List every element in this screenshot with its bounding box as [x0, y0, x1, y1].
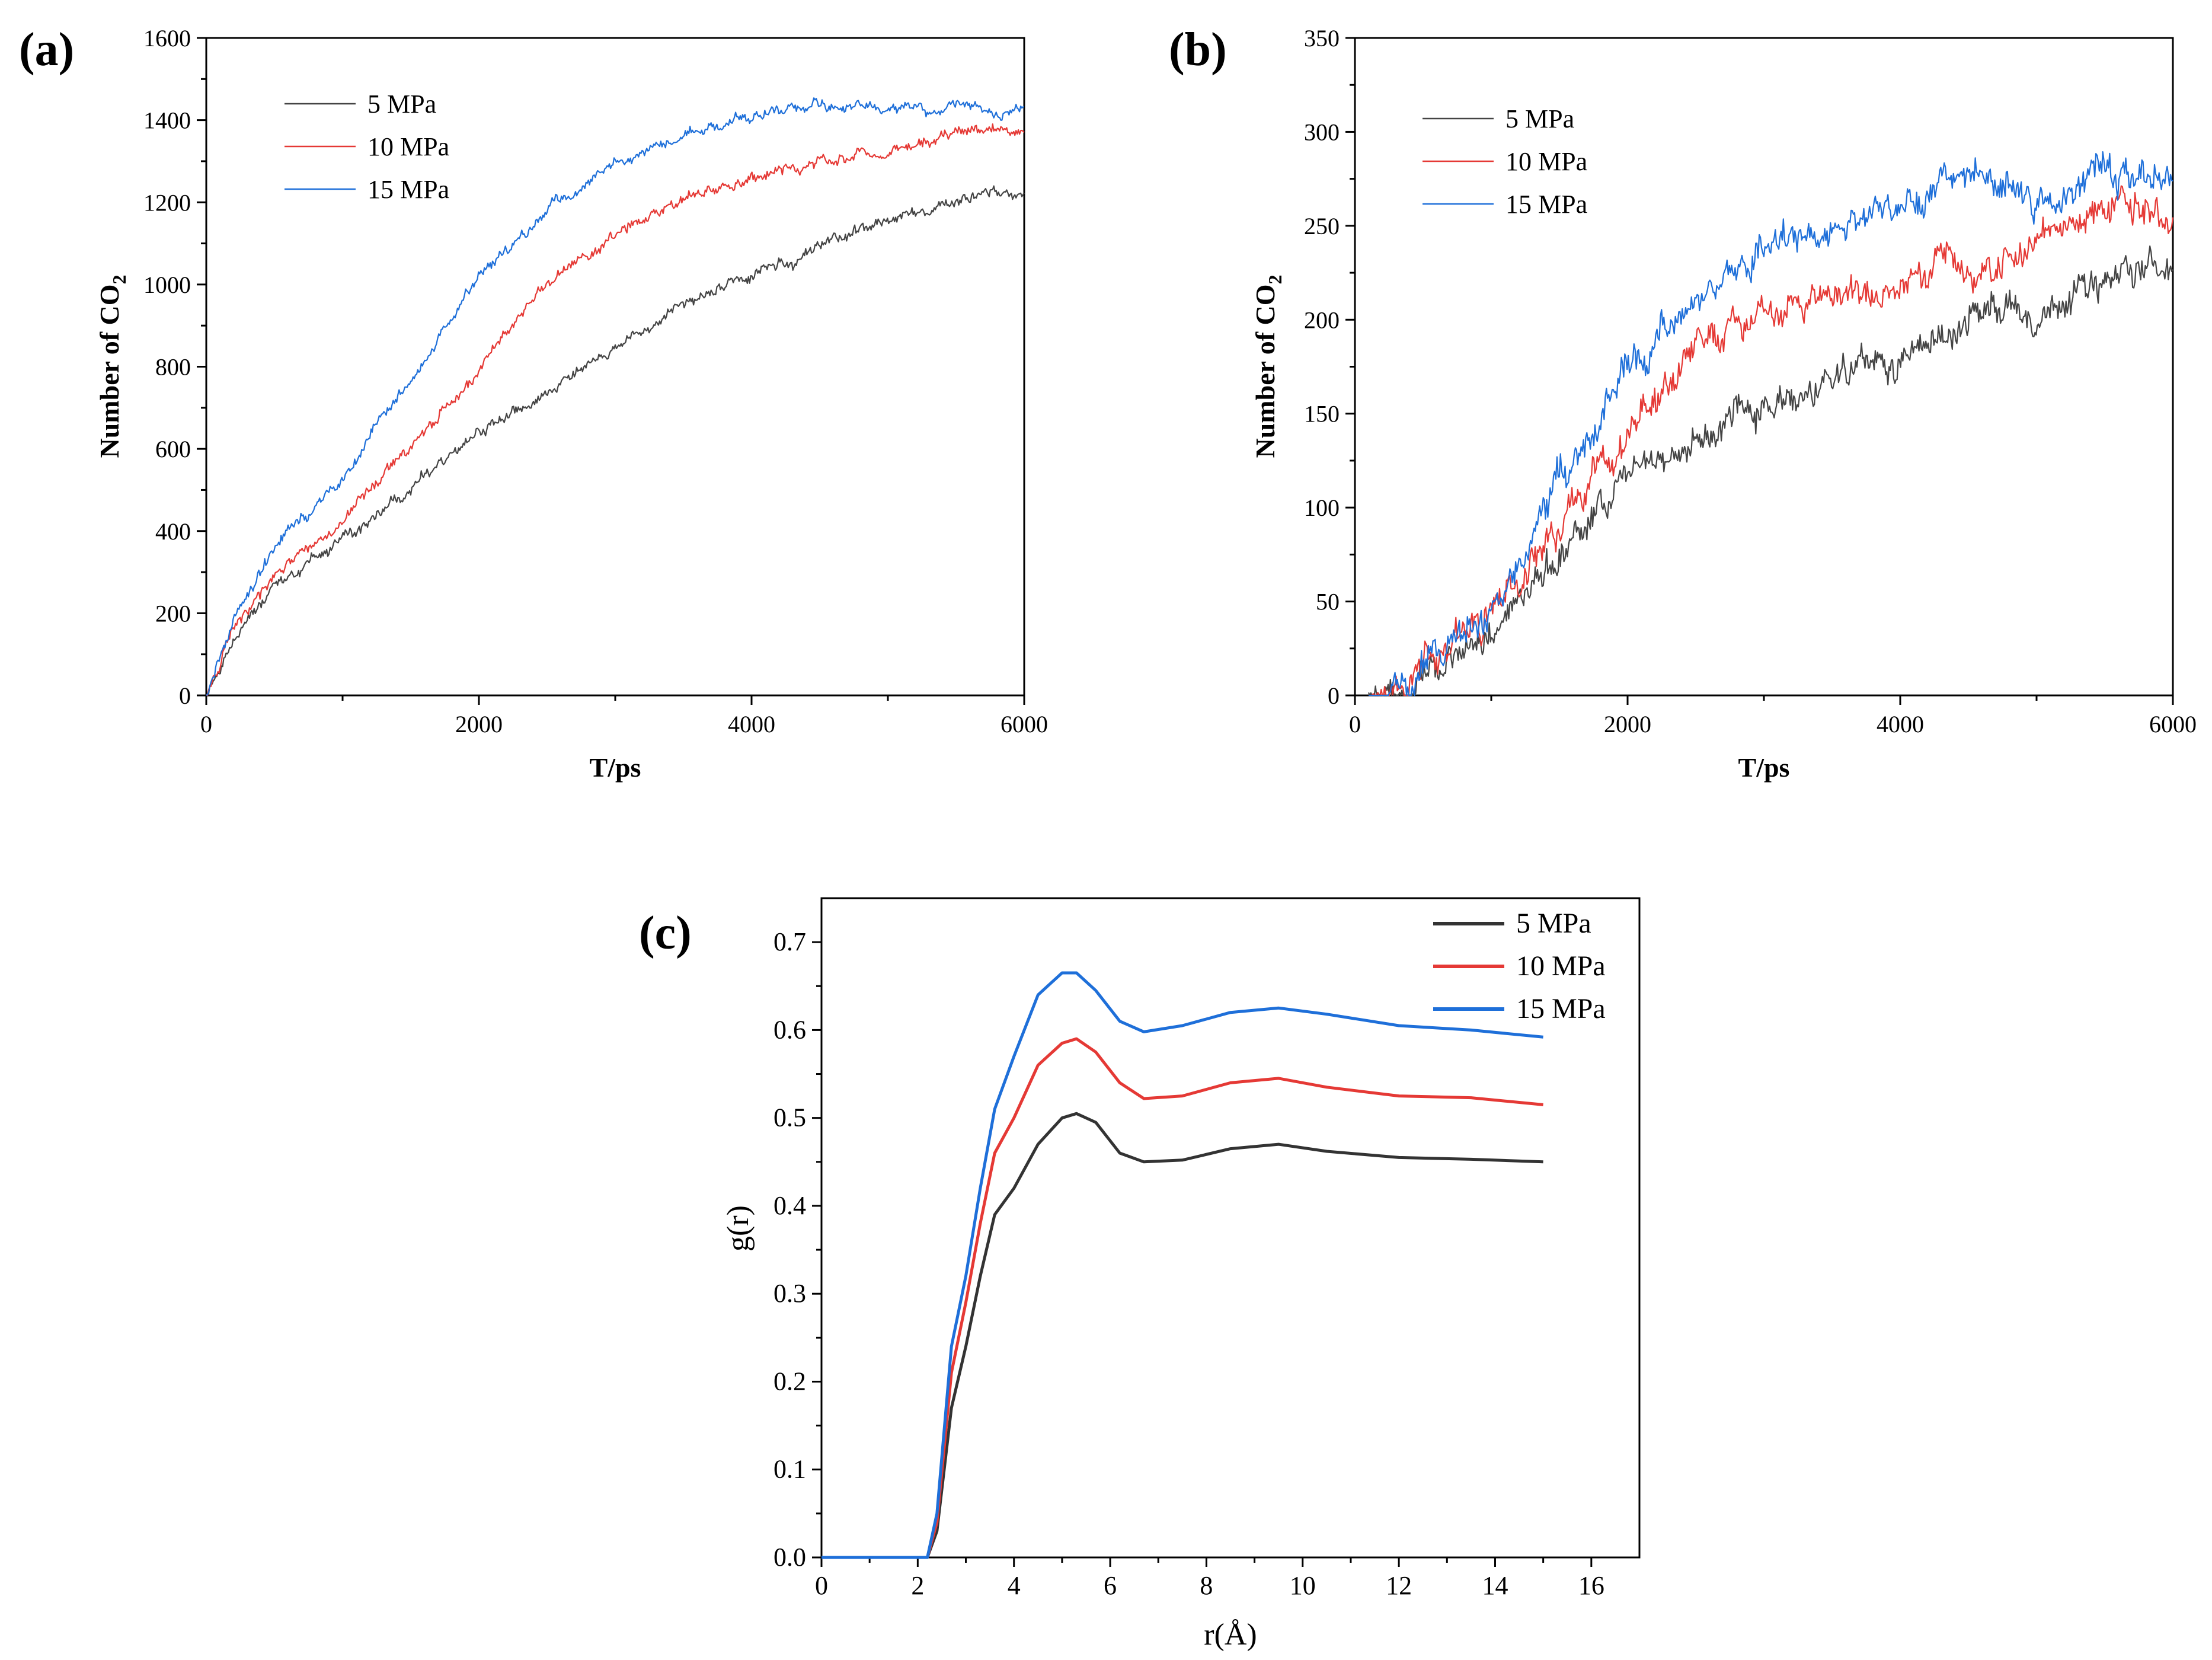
series-line-b-1: [1367, 245, 2173, 697]
legend-label-c-2: 10 MPa: [1516, 950, 1606, 982]
y-tick-label-b: 200: [1304, 307, 1340, 333]
y-tick-label-b: 50: [1316, 589, 1340, 615]
x-tick-label-c: 12: [1386, 1571, 1412, 1600]
x-tick-label-a: 6000: [1000, 711, 1048, 738]
legend-label-b-1: 5 MPa: [1505, 104, 1574, 133]
legend-label-c-3: 15 MPa: [1516, 993, 1606, 1024]
axis-ticks-c: 0 2 4 6 8 10 12 14 16 0.0 0.1 0.2 0.3 0.4 0.5 0.6 0.7: [773, 927, 1604, 1600]
y-tick-label-a: 400: [155, 518, 191, 545]
legend-a: 5 MPa 10 MPa 15 MPa: [285, 90, 449, 204]
plot-frame-c: [820, 897, 1641, 1559]
panel-label-c: (c): [639, 907, 692, 959]
y-axis-title-b: Number of CO2: [1250, 274, 1286, 458]
series-group-c: [821, 971, 1543, 1559]
y-tick-label-b: 300: [1304, 119, 1340, 145]
panel-label-a: (a): [19, 24, 74, 76]
y-tick-label-a: 600: [155, 436, 191, 462]
x-axis-title-b: T/ps: [1738, 752, 1790, 783]
legend-b: 5 MPa 10 MPa 15 MPa: [1423, 104, 1587, 219]
y-tick-label-a: 1200: [143, 189, 191, 216]
y-tick-label-b: 350: [1304, 25, 1340, 52]
y-axis-title-c: g(r): [721, 1205, 755, 1252]
y-tick-label-c: 0.1: [773, 1455, 806, 1484]
x-tick-label-a: 4000: [728, 711, 775, 738]
y-tick-label-c: 0.6: [773, 1015, 806, 1044]
legend-label-c-1: 5 MPa: [1516, 908, 1591, 939]
x-tick-label-a: 2000: [455, 711, 503, 738]
x-tick-label-c: 14: [1482, 1571, 1508, 1600]
x-tick-label-b: 6000: [2149, 711, 2197, 738]
y-tick-label-c: 0.3: [773, 1279, 806, 1308]
y-axis-title-b-sub: 2: [1264, 274, 1286, 284]
y-tick-label-c: 0.0: [773, 1543, 806, 1572]
y-tick-label-c: 0.5: [773, 1103, 806, 1132]
y-tick-label-b: 0: [1328, 682, 1340, 709]
x-tick-label-b: 4000: [1877, 711, 1924, 738]
x-tick-label-c: 10: [1290, 1571, 1316, 1600]
axis-ticks-a: 0 2000 4000 6000 0 200 400 600 800 1000 1200 1400 16…: [143, 25, 1048, 738]
series-line-c-3: [821, 971, 1543, 1559]
x-tick-label-c: 4: [1008, 1571, 1021, 1600]
y-tick-label-b: 100: [1304, 494, 1340, 521]
series-line-a-3: [206, 97, 1025, 696]
legend-c: 5 MPa 10 MPa 15 MPa: [1433, 908, 1606, 1024]
x-tick-label-c: 6: [1104, 1571, 1117, 1600]
y-tick-label-a: 0: [179, 682, 191, 709]
y-axis-title-a: Number of CO2: [94, 274, 130, 458]
x-tick-label-b: 2000: [1604, 711, 1651, 738]
series-line-a-2: [206, 123, 1025, 697]
y-tick-label-b: 250: [1304, 213, 1340, 240]
series-line-c-1: [821, 1112, 1543, 1559]
y-tick-label-a: 200: [155, 600, 191, 627]
y-tick-label-a: 1400: [143, 107, 191, 134]
x-axis-title-a: T/ps: [590, 752, 641, 783]
y-tick-label-a: 800: [155, 354, 191, 381]
legend-label-b-3: 15 MPa: [1505, 190, 1587, 219]
legend-label-b-2: 10 MPa: [1505, 147, 1587, 176]
x-tick-label-c: 2: [911, 1571, 924, 1600]
series-line-b-3: [1369, 151, 2173, 697]
y-tick-label-c: 0.2: [773, 1367, 806, 1396]
legend-label-a-3: 15 MPa: [367, 175, 449, 204]
y-axis-title-a-main: Number of CO: [94, 284, 124, 458]
panel-a: (a) 0 2000 4000 6000 0 200 400 600 800 1000 1200 14…: [19, 24, 1048, 783]
x-tick-label-c: 16: [1578, 1571, 1604, 1600]
x-tick-label-b: 0: [1349, 711, 1361, 738]
y-tick-label-c: 0.7: [773, 927, 806, 956]
x-tick-label-a: 0: [200, 711, 212, 738]
y-axis-title-a-sub: 2: [108, 274, 130, 284]
y-tick-label-a: 1600: [143, 25, 191, 52]
series-group-a: [206, 97, 1025, 697]
legend-label-a-2: 10 MPa: [367, 132, 449, 161]
y-axis-title-b-main: Number of CO: [1250, 284, 1280, 458]
x-axis-title-c: r(Å): [1204, 1618, 1257, 1652]
panel-label-b: (b): [1169, 24, 1227, 76]
panel-c: (c) 0 2 4 6 8 10 12 14 16 0.0 0.1 0.2 0.3 0.4 0.5 0.6 0.…: [639, 897, 1641, 1652]
series-line-c-2: [821, 1037, 1543, 1559]
series-line-a-1: [206, 185, 1025, 697]
y-tick-label-a: 1000: [143, 272, 191, 298]
y-tick-label-b: 150: [1304, 401, 1340, 427]
series-group-b: [1367, 151, 2174, 697]
axis-ticks-b: 0 2000 4000 6000 0 50 100 150 200 250 300 350: [1304, 25, 2197, 738]
legend-label-a-1: 5 MPa: [367, 90, 436, 119]
y-tick-label-c: 0.4: [773, 1191, 806, 1220]
panel-b: (b) 0 2000 4000 6000 0 50 100 150 200 250 300 350 T…: [1169, 24, 2197, 783]
x-tick-label-c: 0: [815, 1571, 828, 1600]
x-tick-label-c: 8: [1200, 1571, 1213, 1600]
